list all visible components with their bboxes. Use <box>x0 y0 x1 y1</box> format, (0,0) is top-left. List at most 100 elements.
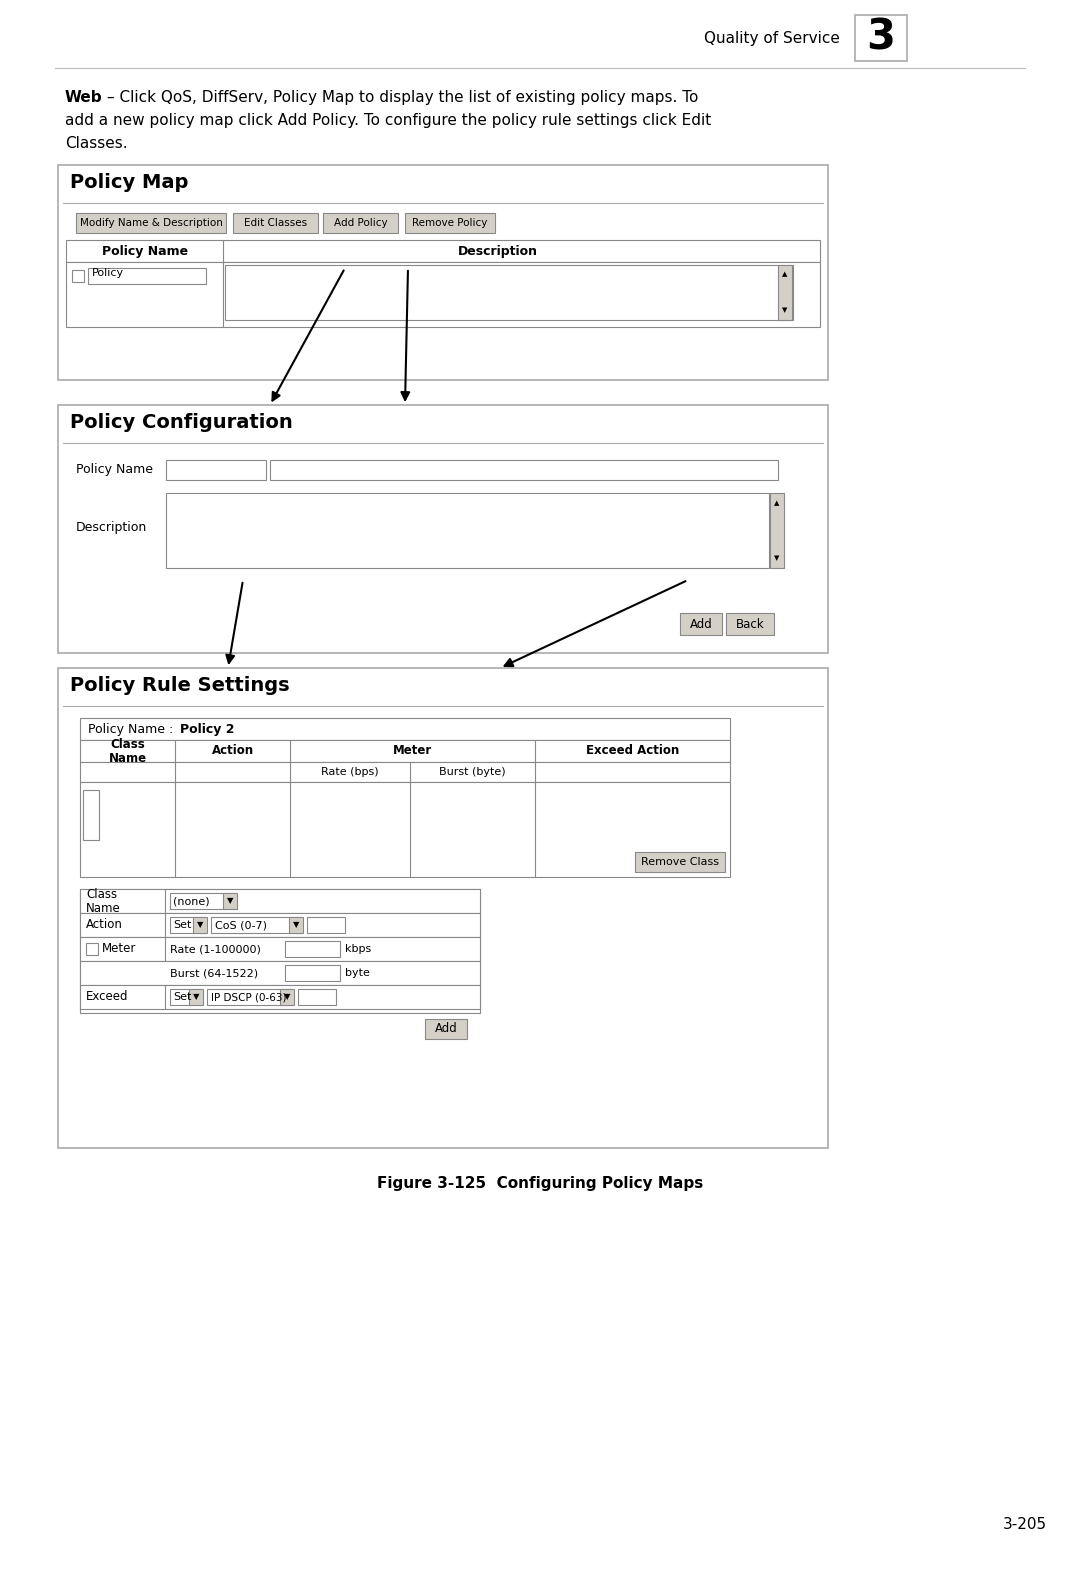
Text: Meter: Meter <box>393 744 432 757</box>
Text: Burst (64-1522): Burst (64-1522) <box>170 969 258 978</box>
Text: Description: Description <box>458 245 538 257</box>
Bar <box>80 739 730 761</box>
Bar <box>170 893 235 909</box>
Text: CoS (0-7): CoS (0-7) <box>215 920 267 929</box>
Text: Quality of Service: Quality of Service <box>704 30 840 46</box>
Bar <box>87 268 206 284</box>
Bar <box>280 989 294 1005</box>
Text: Rate (1-100000): Rate (1-100000) <box>170 944 261 955</box>
Bar <box>80 937 480 961</box>
Text: ▼: ▼ <box>293 920 299 929</box>
Bar <box>80 761 730 782</box>
Bar <box>285 940 340 958</box>
Bar <box>166 460 266 480</box>
Text: Description: Description <box>76 521 147 534</box>
Text: Classes.: Classes. <box>65 137 127 151</box>
Bar <box>426 1019 467 1039</box>
Text: 3: 3 <box>866 17 895 60</box>
Bar <box>189 989 203 1005</box>
Bar <box>66 240 820 262</box>
Text: Remove Class: Remove Class <box>642 857 719 867</box>
Bar <box>726 612 774 634</box>
Bar <box>76 214 226 232</box>
Bar <box>86 944 98 955</box>
Text: Meter: Meter <box>102 942 136 956</box>
Bar <box>72 270 84 283</box>
Bar <box>80 889 480 1013</box>
Text: – Click QoS, DiffServ, Policy Map to display the list of existing policy maps. T: – Click QoS, DiffServ, Policy Map to dis… <box>107 89 699 105</box>
Text: Modify Name & Description: Modify Name & Description <box>80 218 222 228</box>
Bar <box>80 889 480 914</box>
Text: Class
Name: Class Name <box>108 738 147 765</box>
Bar <box>211 917 301 933</box>
Bar <box>298 989 336 1005</box>
Bar <box>770 493 784 568</box>
Text: ▼: ▼ <box>192 992 199 1002</box>
Text: Policy 2: Policy 2 <box>180 722 234 735</box>
Text: byte: byte <box>345 969 369 978</box>
Text: Exceed Action: Exceed Action <box>585 744 679 757</box>
Text: Add: Add <box>434 1022 457 1036</box>
Bar <box>80 782 730 878</box>
Text: Add: Add <box>690 617 713 631</box>
Text: Rate (bps): Rate (bps) <box>321 768 379 777</box>
Text: ▼: ▼ <box>284 992 291 1002</box>
Bar <box>233 214 318 232</box>
Bar <box>270 460 778 480</box>
Bar <box>80 984 480 1010</box>
Bar <box>80 914 480 937</box>
Text: Edit Classes: Edit Classes <box>244 218 307 228</box>
Bar <box>58 405 828 653</box>
Text: Back: Back <box>735 617 765 631</box>
Text: Policy Name: Policy Name <box>102 245 188 257</box>
Bar <box>307 917 345 933</box>
Bar <box>80 717 730 739</box>
Text: ▼: ▼ <box>227 896 233 906</box>
Text: Policy: Policy <box>92 268 124 278</box>
Text: 3-205: 3-205 <box>1003 1517 1048 1532</box>
Bar <box>207 989 292 1005</box>
Bar <box>778 265 792 320</box>
Text: Policy Configuration: Policy Configuration <box>70 413 293 432</box>
Text: IP DSCP (0-63): IP DSCP (0-63) <box>211 992 286 1002</box>
Bar <box>323 214 399 232</box>
Text: Burst (byte): Burst (byte) <box>440 768 505 777</box>
Bar <box>80 961 480 984</box>
Text: Policy Name :: Policy Name : <box>87 722 177 735</box>
Bar <box>680 612 723 634</box>
Text: ▲: ▲ <box>782 272 787 276</box>
Text: Web: Web <box>65 89 103 105</box>
Bar <box>58 667 828 1148</box>
Text: Set: Set <box>173 992 191 1002</box>
Text: Class
Name: Class Name <box>86 887 121 914</box>
Text: Policy Rule Settings: Policy Rule Settings <box>70 677 289 696</box>
Text: Set: Set <box>173 920 191 929</box>
Text: Add Policy: Add Policy <box>334 218 388 228</box>
Bar <box>222 893 237 909</box>
Bar <box>170 989 200 1005</box>
Bar <box>225 265 793 320</box>
Text: kbps: kbps <box>345 944 372 955</box>
Text: ▼: ▼ <box>197 920 203 929</box>
Text: Figure 3-125  Configuring Policy Maps: Figure 3-125 Configuring Policy Maps <box>377 1176 703 1192</box>
Bar <box>170 917 205 933</box>
Text: Exceed: Exceed <box>86 991 129 1003</box>
Bar <box>855 16 907 61</box>
Bar <box>66 262 820 327</box>
Text: Action: Action <box>212 744 254 757</box>
Bar <box>193 917 207 933</box>
Text: Action: Action <box>86 918 123 931</box>
Text: Policy Name: Policy Name <box>76 463 153 477</box>
Bar <box>83 790 99 840</box>
Text: ▼: ▼ <box>774 556 780 560</box>
Bar <box>405 214 495 232</box>
Bar <box>289 917 303 933</box>
Text: add a new policy map click Add Policy. To configure the policy rule settings cli: add a new policy map click Add Policy. T… <box>65 113 712 129</box>
Text: ▼: ▼ <box>782 308 787 312</box>
Bar <box>635 853 725 871</box>
Bar <box>58 165 828 380</box>
Text: ▲: ▲ <box>774 499 780 506</box>
Bar <box>166 493 769 568</box>
Text: Remove Policy: Remove Policy <box>413 218 488 228</box>
Text: Policy Map: Policy Map <box>70 173 188 192</box>
